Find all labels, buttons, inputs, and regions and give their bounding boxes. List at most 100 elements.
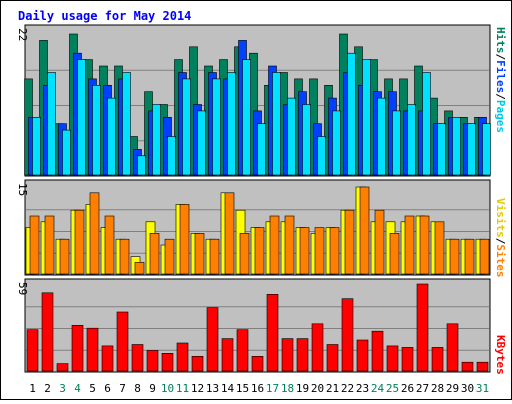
bar-pages-day-27: [422, 72, 431, 176]
bar-sites-day-2: [44, 215, 55, 275]
legend-visits: Visits: [494, 198, 507, 238]
legend-separator: /: [494, 93, 507, 100]
x-tick-label: 31: [476, 382, 489, 395]
x-tick-label: 17: [266, 382, 279, 395]
x-tick-label: 11: [176, 382, 189, 395]
x-tick-label: 15: [236, 382, 249, 395]
bar-sites-day-30: [464, 238, 475, 275]
bar-sites-day-16: [254, 227, 265, 275]
bar-sites-day-25: [389, 233, 400, 275]
bar-kbytes-day-16: [251, 355, 264, 372]
bar-sites-day-26: [404, 215, 415, 275]
x-tick-label: 2: [44, 382, 51, 395]
bar-kbytes-day-14: [221, 338, 234, 372]
x-tick-label: 30: [461, 382, 474, 395]
bar-pages-day-1: [32, 117, 41, 176]
x-tick-label: 27: [416, 382, 429, 395]
bar-sites-day-15: [239, 233, 250, 275]
bar-pages-day-20: [317, 136, 326, 176]
x-tick-label: 21: [326, 382, 339, 395]
x-tick-label: 7: [119, 382, 126, 395]
bar-sites-day-18: [284, 215, 295, 275]
bar-kbytes-day-1: [26, 329, 39, 372]
legend-separator: /: [494, 54, 507, 61]
bar-kbytes-day-22: [341, 298, 354, 372]
bar-sites-day-8: [134, 262, 145, 275]
bar-pages-day-9: [152, 104, 161, 176]
legend-files: Files: [494, 60, 507, 93]
legend-hits: Hits: [494, 27, 507, 54]
right-legend-bottom: KBytes: [494, 335, 507, 375]
x-tick-label: 20: [311, 382, 324, 395]
x-tick-label: 12: [191, 382, 204, 395]
bar-sites-day-29: [449, 238, 460, 275]
bar-sites-day-27: [419, 215, 430, 275]
bar-kbytes-day-9: [146, 350, 159, 372]
bar-pages-day-22: [347, 52, 356, 176]
bar-sites-day-3: [59, 238, 70, 275]
bar-pages-day-31: [482, 123, 491, 176]
bar-kbytes-day-15: [236, 329, 249, 372]
bar-pages-day-7: [122, 72, 131, 176]
x-tick-label: 10: [161, 382, 174, 395]
bar-pages-day-24: [377, 97, 386, 176]
bar-kbytes-day-13: [206, 307, 219, 372]
x-tick-label: 26: [401, 382, 414, 395]
bar-pages-day-15: [242, 59, 251, 176]
bar-pages-day-18: [287, 97, 296, 176]
bar-pages-day-17: [272, 72, 281, 176]
bar-kbytes-day-18: [281, 338, 294, 372]
ymax-label-kbytes: 59: [16, 282, 29, 295]
bar-pages-day-26: [407, 104, 416, 176]
x-tick-label: 5: [89, 382, 96, 395]
bar-kbytes-day-23: [356, 339, 369, 372]
bar-pages-day-13: [212, 78, 221, 176]
legend-pages: Pages: [494, 100, 507, 133]
bar-sites-day-5: [89, 192, 100, 275]
ymax-label-visits: 15: [16, 183, 29, 196]
bar-kbytes-day-26: [401, 347, 414, 372]
bar-sites-day-14: [224, 192, 235, 275]
bar-kbytes-day-12: [191, 355, 204, 372]
bar-sites-day-17: [269, 215, 280, 275]
x-tick-label: 16: [251, 382, 264, 395]
bar-kbytes-day-30: [461, 361, 474, 372]
x-axis-labels: 1 2 3 4 5 6 7 8 9 10 11 12 13 14 15 16 17 18 19 20 21 22 23 24 2…: [29, 382, 489, 395]
panel-visits: [24, 179, 491, 276]
bar-kbytes-day-29: [446, 323, 459, 372]
bar-sites-day-7: [119, 238, 130, 275]
bar-pages-day-14: [227, 72, 236, 176]
bar-sites-day-19: [299, 227, 310, 275]
x-tick-label: 4: [74, 382, 81, 395]
bar-kbytes-day-3: [56, 363, 69, 372]
bar-kbytes-day-21: [326, 344, 339, 372]
bar-kbytes-day-6: [101, 345, 114, 372]
bar-sites-day-20: [314, 227, 325, 275]
chart-title: Daily usage for May 2014: [18, 9, 191, 23]
bar-pages-day-29: [452, 117, 461, 176]
legend-separator: /: [494, 238, 507, 245]
panels-layer: [24, 24, 491, 373]
bar-sites-day-28: [434, 221, 445, 275]
bar-sites-day-4: [74, 209, 85, 275]
x-tick-label: 25: [386, 382, 399, 395]
bar-sites-day-12: [194, 233, 205, 275]
bar-pages-day-2: [47, 72, 56, 176]
x-tick-label: 8: [134, 382, 141, 395]
bar-kbytes-day-28: [431, 347, 444, 372]
bar-pages-day-21: [332, 110, 341, 176]
bar-sites-day-10: [164, 238, 175, 275]
bar-kbytes-day-5: [86, 327, 99, 372]
x-tick-label: 28: [431, 382, 444, 395]
legend-kbytes: KBytes: [494, 335, 507, 375]
legend-sites: Sites: [494, 244, 507, 277]
bar-pages-day-30: [467, 123, 476, 176]
x-tick-label: 13: [206, 382, 219, 395]
bar-sites-day-6: [104, 215, 115, 275]
bar-kbytes-day-24: [371, 330, 384, 372]
bar-kbytes-day-17: [266, 293, 279, 372]
x-tick-label: 24: [371, 382, 385, 395]
